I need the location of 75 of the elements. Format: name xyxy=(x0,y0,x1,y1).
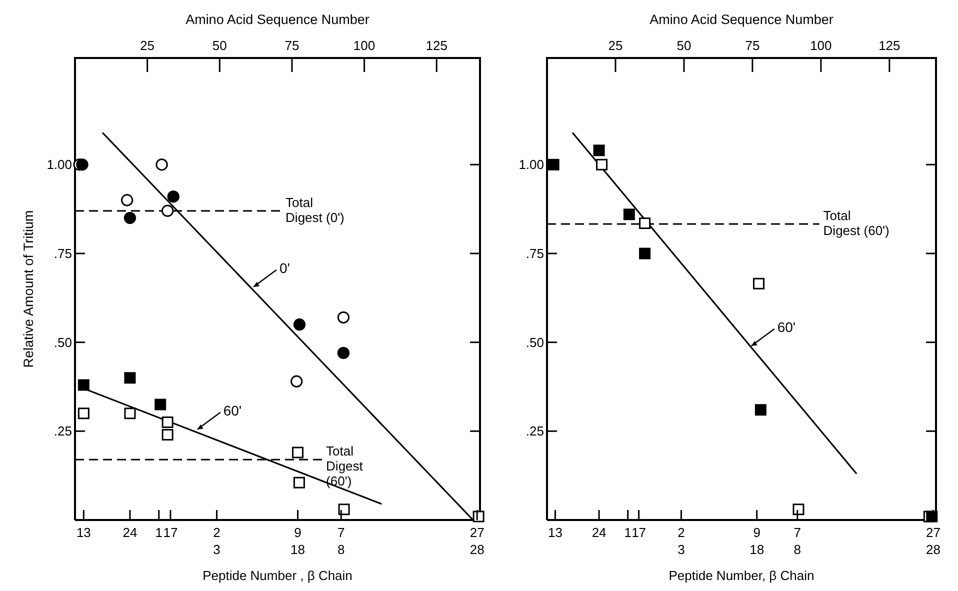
point xyxy=(161,204,174,217)
point xyxy=(926,510,938,522)
point xyxy=(293,318,306,331)
x-axis-title: Amino Acid Sequence Number xyxy=(650,12,834,27)
text: 2 3 xyxy=(213,525,220,557)
point xyxy=(293,476,305,488)
point xyxy=(753,278,765,290)
point xyxy=(639,218,651,230)
x-tick-label: 25 xyxy=(608,38,623,53)
point xyxy=(548,158,560,170)
annotation: 13 xyxy=(548,525,562,540)
annotation: 1 xyxy=(624,525,632,540)
point xyxy=(596,158,608,170)
annotation: 24 xyxy=(122,525,138,540)
annotation: 60' xyxy=(777,318,796,335)
point xyxy=(337,346,350,360)
point xyxy=(120,194,134,206)
x-tick-label: 125 xyxy=(878,38,900,53)
annotation: 9 18 xyxy=(290,525,305,557)
x-axis-title: Amino Acid Sequence Number xyxy=(186,12,370,27)
point xyxy=(167,190,180,203)
point xyxy=(154,398,166,410)
annotation: 24 xyxy=(592,525,606,540)
x-tick-label: 25 xyxy=(140,38,155,53)
point xyxy=(124,212,136,224)
x-tick-label: 100 xyxy=(810,38,832,53)
x-tick-label: 125 xyxy=(426,38,448,53)
y-tick-label: 1.00 xyxy=(46,157,72,172)
point xyxy=(337,311,350,324)
ref-line-label: Total Digest (60') xyxy=(326,444,364,489)
point xyxy=(156,158,168,171)
text: Peptide Number, β Chain xyxy=(668,568,814,583)
y-tick-label: .25 xyxy=(526,424,544,439)
ref-line-label: Total Digest (60') xyxy=(823,208,890,238)
annotation: 27 28 xyxy=(926,525,940,557)
annotation: 60' xyxy=(223,402,242,418)
text: 17 xyxy=(632,525,646,540)
point xyxy=(593,144,605,156)
point xyxy=(124,408,136,420)
annotation: 27 28 xyxy=(470,525,484,557)
point xyxy=(124,372,136,384)
point xyxy=(162,416,174,428)
annotation: 17 xyxy=(163,525,178,540)
point xyxy=(623,208,635,220)
point xyxy=(78,379,90,391)
point xyxy=(292,446,304,458)
point xyxy=(338,504,350,516)
annotation: 7 8 xyxy=(794,525,801,557)
point xyxy=(78,408,90,420)
annotation: 1 xyxy=(155,525,163,540)
x-tick-label: 75 xyxy=(745,38,760,53)
point xyxy=(754,404,766,416)
x-tick-label: 50 xyxy=(212,38,227,53)
y-tick-label: 1.00 xyxy=(518,157,544,172)
ref-line-label: Total Digest (0') xyxy=(286,194,344,225)
x-tick-label: 50 xyxy=(676,38,692,53)
y-tick-label: .50 xyxy=(526,334,544,350)
text: 2 3 xyxy=(678,525,685,557)
point xyxy=(639,248,651,260)
point xyxy=(162,428,174,440)
annotation: 13 xyxy=(76,525,91,540)
x-tick-label: 100 xyxy=(353,38,376,53)
y-tick-label: .75 xyxy=(54,246,72,261)
x-tick-label: 75 xyxy=(284,38,300,53)
y-axis-title: Relative Amount of Tritium xyxy=(21,210,36,368)
y-tick-label: .25 xyxy=(54,424,72,439)
annotation: 7 8 xyxy=(338,525,345,557)
text: Peptide Number , β Chain xyxy=(202,568,352,583)
annotation: 0' xyxy=(279,260,290,276)
point xyxy=(76,158,88,171)
point xyxy=(290,375,303,388)
point xyxy=(792,504,804,516)
y-tick-label: .75 xyxy=(526,246,544,261)
annotation: 9 18 xyxy=(750,525,764,557)
y-tick-label: .50 xyxy=(54,334,72,350)
